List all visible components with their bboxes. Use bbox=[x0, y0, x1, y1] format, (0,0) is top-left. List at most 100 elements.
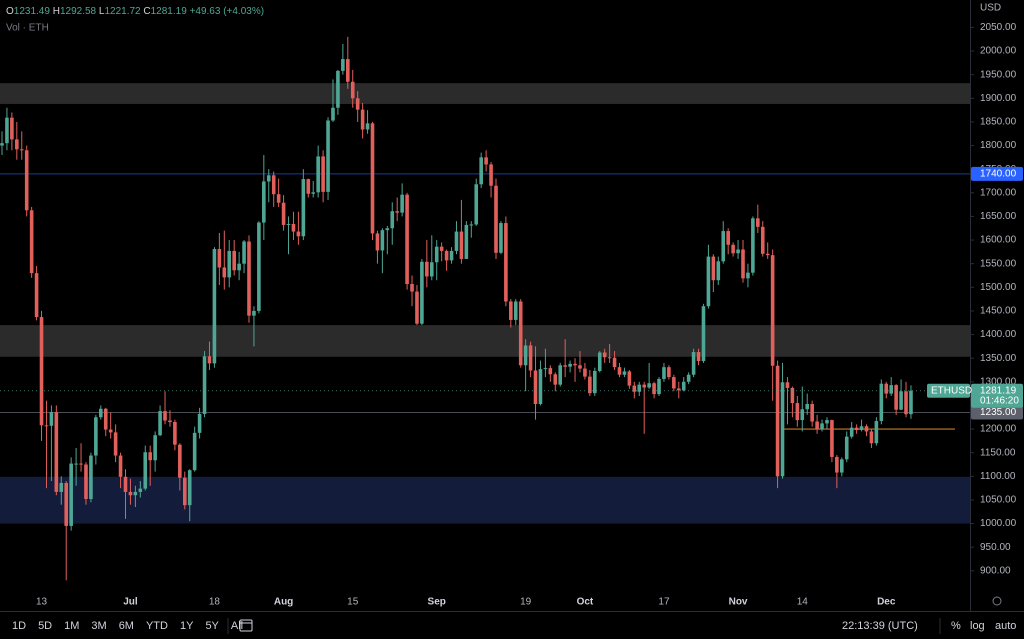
candle-body bbox=[148, 452, 152, 461]
candle-body bbox=[113, 432, 118, 456]
candle-body bbox=[192, 432, 197, 471]
clock[interactable]: 22:13:39 (UTC) bbox=[842, 620, 918, 632]
candle-body bbox=[602, 352, 607, 358]
date-range-icon[interactable] bbox=[239, 619, 253, 632]
candle-body bbox=[375, 233, 380, 251]
candle-body bbox=[637, 384, 642, 392]
y-tick-label: 1700.00 bbox=[980, 187, 1017, 198]
volume-indicator[interactable]: Vol · ETH bbox=[6, 23, 49, 34]
candle-body bbox=[691, 352, 696, 375]
candle-body bbox=[760, 226, 765, 254]
candle-body bbox=[504, 223, 508, 302]
candle-body bbox=[103, 408, 108, 430]
log-toggle[interactable]: log bbox=[970, 620, 985, 632]
x-tick-label: Jul bbox=[123, 597, 138, 608]
range-button[interactable]: 5D bbox=[38, 620, 52, 632]
currency-label: USD bbox=[980, 3, 1001, 14]
candle-body bbox=[123, 476, 128, 492]
range-button[interactable]: YTD bbox=[146, 620, 168, 632]
candle-body bbox=[232, 250, 236, 271]
candle-body bbox=[178, 444, 182, 478]
candle-body bbox=[108, 429, 113, 433]
candle-body bbox=[449, 250, 454, 261]
x-tick-label: 17 bbox=[658, 597, 670, 608]
range-button[interactable]: 1Y bbox=[180, 620, 194, 632]
candle-body bbox=[434, 246, 439, 263]
candle-body bbox=[756, 218, 760, 227]
level-tag bbox=[971, 166, 1023, 181]
candle-body bbox=[321, 156, 325, 192]
candle-body bbox=[252, 310, 256, 316]
candle-body bbox=[642, 384, 646, 388]
candle-body bbox=[494, 185, 498, 253]
range-button[interactable]: 1M bbox=[64, 620, 79, 632]
candle-body bbox=[578, 365, 582, 369]
bottom-toolbar: 22:13:39 (UTC) % log auto 1D 5D 1M 3M 6M YTD 1… bbox=[0, 612, 1024, 639]
candle-body bbox=[632, 385, 637, 392]
auto-toggle[interactable]: auto bbox=[995, 620, 1016, 632]
candle-body bbox=[227, 250, 232, 278]
candle-body bbox=[336, 70, 340, 108]
candle-body bbox=[420, 261, 424, 324]
candle-body bbox=[479, 157, 483, 185]
candle-body bbox=[429, 262, 434, 277]
y-tick-label: 1550.00 bbox=[980, 258, 1017, 269]
calendar-icon[interactable] bbox=[239, 619, 253, 632]
candle-body bbox=[316, 156, 320, 193]
candle-body bbox=[370, 123, 375, 234]
range-button[interactable]: 6M bbox=[119, 620, 134, 632]
candle-body bbox=[909, 390, 913, 415]
candle-body bbox=[518, 301, 523, 366]
candle-body bbox=[731, 244, 735, 254]
candle-body bbox=[864, 426, 869, 432]
range-button[interactable]: 3M bbox=[91, 620, 106, 632]
candle-body bbox=[118, 455, 123, 477]
percent-toggle[interactable]: % bbox=[951, 620, 961, 632]
candle-body bbox=[390, 211, 395, 229]
candle-body bbox=[686, 374, 691, 382]
candle-body bbox=[158, 411, 162, 436]
range-button[interactable]: 5Y bbox=[205, 620, 219, 632]
y-tick-label: 1900.00 bbox=[980, 93, 1017, 104]
candle-body bbox=[726, 231, 730, 245]
candle-body bbox=[721, 231, 726, 262]
level-tag-label: 1740.00 bbox=[980, 169, 1017, 180]
range-button[interactable]: All bbox=[231, 620, 243, 632]
candle-body bbox=[350, 81, 355, 99]
candle-body bbox=[746, 272, 750, 279]
candle-body bbox=[889, 385, 893, 394]
x-tick-label: 18 bbox=[209, 597, 221, 608]
candle-body bbox=[790, 387, 795, 404]
candle-body bbox=[24, 150, 29, 211]
range-button[interactable]: 1D bbox=[12, 620, 26, 632]
level-tag-label: 1235.00 bbox=[980, 407, 1017, 418]
candle-body bbox=[795, 403, 800, 421]
plot-area bbox=[0, 36, 970, 581]
candle-body bbox=[681, 381, 686, 391]
candle-body bbox=[380, 230, 385, 251]
y-tick-label: 1850.00 bbox=[980, 117, 1017, 128]
y-tick-label: 1800.00 bbox=[980, 140, 1017, 151]
x-tick-label: Nov bbox=[729, 597, 748, 608]
y-tick-label: 1600.00 bbox=[980, 235, 1017, 246]
candle-body bbox=[69, 463, 73, 526]
y-tick-label: 1350.00 bbox=[980, 353, 1017, 364]
candle-body bbox=[711, 256, 716, 281]
candle-body bbox=[657, 378, 661, 395]
candle-body bbox=[874, 421, 879, 444]
candle-body bbox=[469, 224, 474, 226]
y-tick-label: 1150.00 bbox=[980, 447, 1016, 458]
candle-body bbox=[533, 370, 538, 405]
candle-body bbox=[207, 356, 212, 364]
candle-body bbox=[741, 249, 745, 279]
candle-body bbox=[173, 421, 177, 445]
candle-body bbox=[474, 184, 479, 225]
candle-body bbox=[820, 423, 824, 430]
candle-body bbox=[499, 223, 503, 253]
candle-body bbox=[617, 367, 622, 375]
candle-body bbox=[187, 470, 192, 506]
candle-body bbox=[10, 117, 14, 140]
candle-body bbox=[94, 417, 98, 456]
settings-icon[interactable] bbox=[992, 596, 1002, 606]
